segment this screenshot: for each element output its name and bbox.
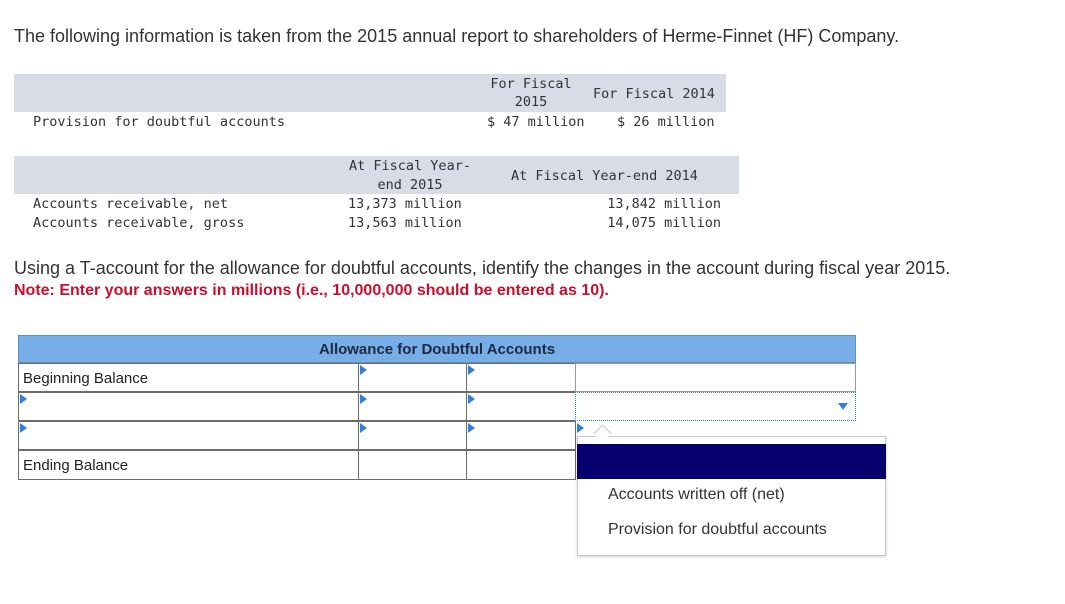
table1-value-2014: $ 26 million (617, 114, 715, 130)
chevron-down-icon[interactable] (838, 403, 848, 410)
table2-row-value-2014: 13,842 million (607, 196, 721, 212)
table2-row-value-2015: 13,373 million (348, 196, 462, 212)
question-text: Using a T-account for the allowance for … (14, 258, 951, 278)
input-marker-icon (468, 423, 475, 433)
dropdown-option-accounts-written-off[interactable]: Accounts written off (net) (608, 486, 785, 503)
entry1-debit-input[interactable] (358, 392, 467, 421)
input-marker-icon (360, 365, 367, 375)
table2-row-value-2014: 14,075 million (607, 215, 721, 231)
table2-header-band (14, 156, 739, 194)
ending-debit-cell (358, 450, 467, 480)
dropdown-option-blank[interactable] (577, 444, 886, 479)
table1-col-2014: For Fiscal 2014 (593, 86, 715, 102)
input-marker-icon (468, 394, 475, 404)
table1-row-label: Provision for doubtful accounts (33, 114, 285, 130)
beginning-balance-label: Beginning Balance (23, 370, 149, 387)
input-marker-icon (360, 423, 367, 433)
entry1-description-select[interactable] (575, 392, 856, 421)
table1-value-2015: $ 47 million (487, 114, 585, 130)
table1-col-2015-line1: For Fiscal (490, 76, 572, 92)
entry1-description-input[interactable] (18, 392, 359, 421)
input-marker-icon (577, 423, 584, 433)
table1-col-2015-line2: 2015 (514, 94, 548, 110)
input-marker-icon (468, 365, 475, 375)
table2-col-2014: At Fiscal Year-end 2014 (511, 168, 698, 184)
ending-balance-label: Ending Balance (23, 457, 129, 474)
entry1-credit-input[interactable] (466, 392, 576, 421)
input-marker-icon (20, 394, 27, 404)
beginning-debit-input[interactable] (358, 363, 467, 392)
dropdown-option-provision-doubtful[interactable]: Provision for doubtful accounts (608, 521, 827, 538)
note-text: Note: Enter your answers in millions (i.… (14, 282, 609, 299)
input-marker-icon (20, 423, 27, 433)
intro-text: The following information is taken from … (14, 26, 900, 46)
table2-row-label: Accounts receivable, net (33, 196, 229, 212)
taccount-header (18, 335, 856, 363)
taccount-row-ending (18, 450, 359, 480)
entry2-debit-input[interactable] (358, 421, 467, 450)
beginning-credit-input[interactable] (466, 363, 576, 392)
beginning-description-cell (575, 363, 856, 392)
entry2-credit-input[interactable] (466, 421, 576, 450)
table2-col-2015-line2: end 2015 (377, 177, 443, 193)
taccount-title: Allowance for Doubtful Accounts (318, 341, 556, 358)
table2-row-label: Accounts receivable, gross (33, 215, 245, 231)
table2-row-value-2015: 13,563 million (348, 215, 462, 231)
ending-credit-cell (466, 450, 576, 480)
entry2-description-input[interactable] (18, 421, 359, 450)
input-marker-icon (360, 394, 367, 404)
table1-header-band (14, 74, 726, 112)
table2-col-2015-line1: At Fiscal Year- (349, 158, 471, 174)
